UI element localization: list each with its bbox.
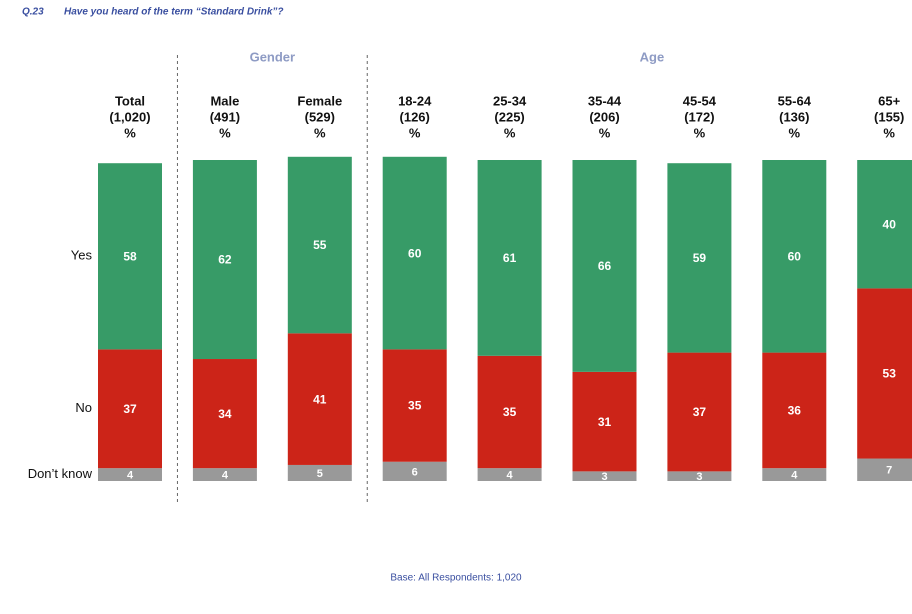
category-label: (155) [874,109,904,124]
data-label: 35 [408,399,422,413]
category-label: 35-44 [588,93,622,108]
bar-segment [192,359,257,469]
category-label: % [219,125,231,140]
data-label: 40 [883,217,897,231]
bar-segment [477,160,542,356]
bar-segment [98,163,162,350]
data-label: 58 [123,249,137,263]
data-label: 3 [601,471,607,483]
bar-segment [572,471,637,481]
data-label: 59 [693,251,707,265]
data-label: 62 [218,253,232,267]
category-label: (491) [210,109,240,124]
data-label: 5 [317,468,323,480]
category-label: 65+ [878,93,900,108]
category-label: (1,020) [109,109,150,124]
category-label: (172) [684,109,714,124]
data-label: 60 [788,249,802,263]
bar-segment [762,468,827,481]
bar-segment [762,352,827,469]
data-label: 4 [791,469,798,481]
bar-segment [572,371,637,472]
category-label: % [124,125,136,140]
category-label: % [409,125,421,140]
bar-segment [382,461,447,481]
category-label: % [883,125,895,140]
bar-segment [382,349,447,462]
data-label: 61 [503,251,517,265]
bar-segment [667,471,732,481]
category-label: % [694,125,706,140]
category-label: 45-54 [683,93,717,108]
data-label: 37 [123,402,137,416]
data-label: 37 [693,405,707,419]
data-label: 34 [218,407,232,421]
series-label: No [75,400,92,415]
bar-segment [192,468,257,481]
question-number: Q.23 [22,7,44,18]
category-label: % [789,125,801,140]
category-label: (126) [400,109,430,124]
bar-segment [477,468,542,481]
category-label: % [314,125,326,140]
category-label: 18-24 [398,93,432,108]
bar-segment [667,352,732,472]
bar-segment [857,288,912,459]
category-label: Male [210,93,239,108]
data-label: 31 [598,415,612,429]
data-label: 55 [313,238,327,252]
data-label: 4 [222,469,229,481]
bar-segment [287,156,352,334]
series-label: Don’t know [28,466,93,481]
bar-segment [667,163,732,353]
data-label: 41 [313,392,327,406]
data-label: 35 [503,405,517,419]
bar-segment [98,349,162,469]
bar-segment [857,458,912,481]
data-label: 36 [788,404,802,418]
bar-segment [192,160,257,360]
category-label: Total [115,93,145,108]
bar-segment [287,464,352,481]
data-label: 4 [507,469,514,481]
group-label: Gender [250,49,296,64]
data-label: 3 [696,471,702,483]
chart-title: Have you heard of the term “Standard Dri… [64,7,284,18]
category-label: 25-34 [493,93,527,108]
category-label: (225) [494,109,524,124]
data-label: 60 [408,246,422,260]
data-label: 53 [883,367,897,381]
data-label: 6 [412,466,418,478]
data-label: 7 [886,465,892,477]
group-label: Age [640,49,665,64]
category-label: Female [297,93,342,108]
category-label: (529) [305,109,335,124]
category-label: (136) [779,109,809,124]
bar-segment [572,160,637,372]
category-label: 55-64 [778,93,812,108]
category-label: (206) [589,109,619,124]
bar-segment [762,160,827,353]
bar-segment [477,355,542,469]
series-label: Yes [71,248,93,263]
bar-segment [287,333,352,465]
data-label: 66 [598,259,612,273]
bar-segment [382,156,447,350]
footnote: Base: All Respondents: 1,020 [390,573,522,584]
category-label: % [504,125,516,140]
category-label: % [599,125,611,140]
bar-segment [98,468,162,481]
data-label: 4 [127,469,134,481]
bar-segment [857,160,912,289]
